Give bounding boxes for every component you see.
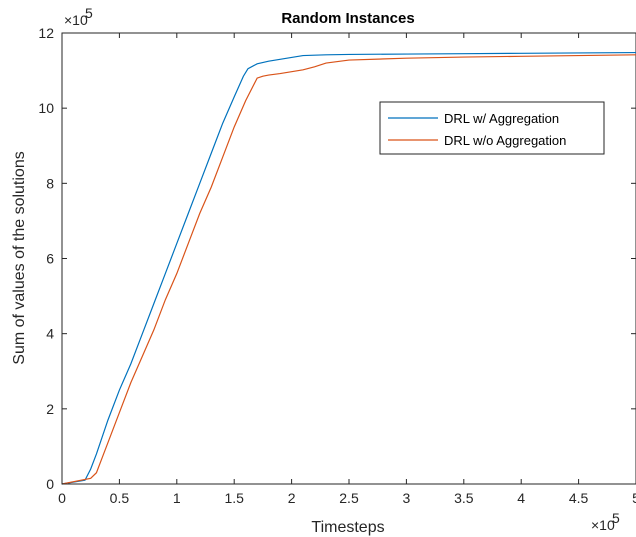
y-exponent-base: ×10 [64,12,88,28]
legend-label-1: DRL w/ Aggregation [444,111,559,126]
y-axis-ticks: 0 2 4 6 8 10 12 [38,25,636,492]
x-tick-label: 5 [632,490,636,506]
series-line-2 [61,54,636,485]
series-layer [61,51,636,485]
x-exponent-power: 5 [612,510,620,526]
y-tick-label: 8 [46,175,54,191]
x-tick-label: 0 [58,490,66,506]
x-tick-label: 2 [288,490,296,506]
legend-label-2: DRL w/o Aggregation [444,133,566,148]
chart-title: Random Instances [281,10,414,27]
y-exponent-power: 5 [85,5,93,21]
x-tick-label: 3 [403,490,411,506]
y-axis-title: Sum of values of the solutions [11,151,28,364]
x-tick-label: 1 [173,490,181,506]
series-line-1 [61,51,636,485]
x-axis-exponent: ×10 5 [591,510,620,533]
x-tick-label: 1.5 [224,490,244,506]
x-tick-label: 4 [517,490,525,506]
y-tick-label: 12 [38,25,54,41]
x-tick-label: 4.5 [569,490,589,506]
plot-frame [61,32,636,485]
x-axis-title: Timesteps [311,519,384,536]
y-tick-label: 4 [46,326,54,342]
y-tick-label: 0 [46,476,54,492]
x-axis-ticks: 0 0.5 1 1.5 2 2.5 3 3.5 4 4.5 5 [58,33,636,506]
y-tick-label: 6 [46,251,54,267]
plot-area: 0 0.5 1 1.5 2 2.5 3 3.5 4 4.5 5 0 2 4 6 8 10 12 [38,25,636,506]
y-tick-label: 10 [38,100,54,116]
y-axis-exponent: ×10 5 [64,5,93,28]
legend: DRL w/ Aggregation DRL w/o Aggregation [379,101,605,155]
y-tick-label: 2 [46,401,54,417]
x-tick-label: 0.5 [110,490,130,506]
legend-box [379,101,605,155]
x-exponent-base: ×10 [591,517,615,533]
x-tick-label: 3.5 [454,490,474,506]
x-tick-label: 2.5 [339,490,359,506]
